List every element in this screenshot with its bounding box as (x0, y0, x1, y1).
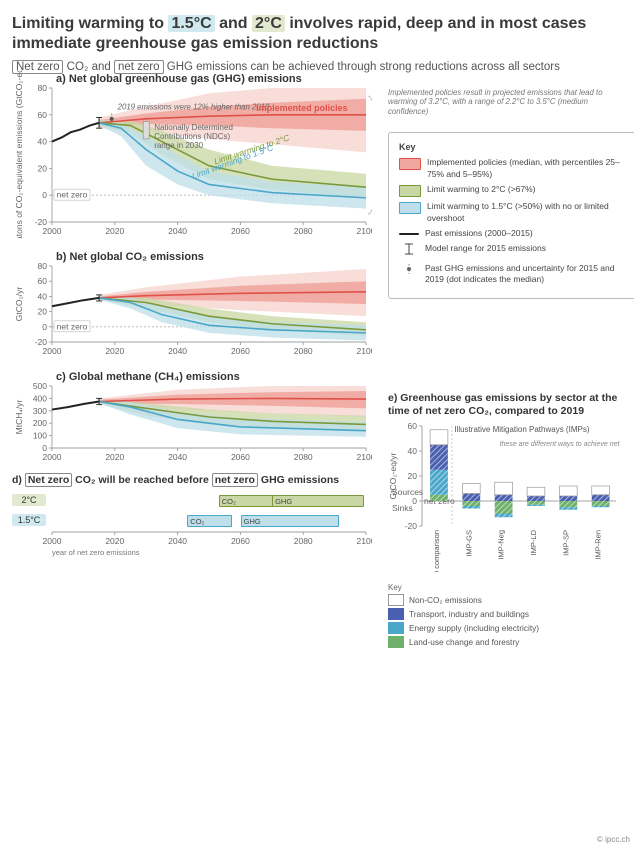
svg-text:2100: 2100 (357, 226, 372, 236)
svg-text:2020: 2020 (105, 452, 124, 462)
svg-text:40: 40 (408, 446, 418, 456)
charts-column: a) Net global greenhouse gas (GHG) emiss… (12, 70, 372, 567)
svg-text:2040: 2040 (168, 346, 187, 356)
svg-text:60: 60 (38, 110, 48, 120)
svg-text:300: 300 (33, 406, 47, 416)
svg-text:0: 0 (412, 496, 417, 506)
svg-text:2019 comparison: 2019 comparison (432, 530, 441, 572)
implemented-note: Implemented policies result in projected… (388, 88, 620, 116)
svg-text:2020: 2020 (105, 346, 124, 356)
credit: © ipcc.ch (597, 835, 630, 844)
svg-text:20: 20 (38, 307, 48, 317)
svg-text:60: 60 (38, 276, 48, 286)
chart-c-ch4: c) Global methane (CH₄) emissions MtCH₄/y… (12, 368, 372, 464)
chart-a-ghg: a) Net global greenhouse gas (GHG) emiss… (12, 70, 372, 238)
svg-text:0: 0 (42, 322, 47, 332)
svg-text:2040: 2040 (168, 536, 187, 546)
title-p1: Limiting warming to (12, 15, 164, 32)
panel-d-netzero-timing: d) Net zero CO₂ will be reached before n… (12, 474, 372, 557)
svg-text:b) Net global CO₂ emissions: b) Net global CO₂ emissions (56, 251, 204, 263)
svg-text:Sinks: Sinks (392, 503, 413, 513)
svg-text:IMP-SP: IMP-SP (561, 530, 570, 556)
svg-text:400: 400 (33, 393, 47, 403)
svg-text:200: 200 (33, 418, 47, 428)
panel-e-key: KeyNon-CO₂ emissionsTransport, industry … (388, 583, 620, 648)
title-hl-15: 1.5°C (168, 15, 214, 32)
svg-text:Implemented policies: Implemented policies (256, 103, 348, 113)
svg-text:2100: 2100 (357, 536, 372, 546)
svg-text:IMP-Ren: IMP-Ren (594, 530, 603, 560)
legend-header: Key (399, 141, 631, 153)
svg-text:500: 500 (33, 381, 47, 391)
svg-text:range in 2030: range in 2030 (154, 141, 203, 150)
svg-text:2100: 2100 (357, 452, 372, 462)
svg-text:IMP-LD: IMP-LD (529, 530, 538, 556)
svg-text:these are different ways to ac: these are different ways to achieve net-… (500, 441, 620, 448)
svg-text:2019 emissions were 12% higher: 2019 emissions were 12% higher than 2010 (117, 102, 270, 111)
svg-text:Sources: Sources (392, 487, 423, 497)
svg-text:2100: 2100 (357, 346, 372, 356)
svg-text:net zero: net zero (57, 190, 88, 200)
svg-text:Illustrative Mitigation Pathwa: Illustrative Mitigation Pathways (IMPs) (454, 425, 589, 434)
svg-text:2080: 2080 (294, 452, 313, 462)
svg-text:2040: 2040 (168, 452, 187, 462)
svg-text:2080: 2080 (294, 226, 313, 236)
chart-b-co2: b) Net global CO₂ emissionsGtCO₂/yr-2002… (12, 248, 372, 358)
svg-text:c) Global methane (CH₄) emissi: c) Global methane (CH₄) emissions (56, 371, 240, 383)
svg-text:2060: 2060 (231, 452, 250, 462)
svg-text:100: 100 (33, 431, 47, 441)
svg-text:MtCH₄/yr: MtCH₄/yr (14, 400, 24, 435)
svg-text:2020: 2020 (105, 536, 124, 546)
svg-text:2060: 2060 (231, 226, 250, 236)
svg-text:60: 60 (408, 422, 418, 431)
svg-text:Gigatons of CO₂-equivalent emi: Gigatons of CO₂-equivalent emissions (Gt… (14, 70, 24, 238)
svg-text:net zero: net zero (57, 321, 88, 331)
svg-text:0: 0 (42, 190, 47, 200)
svg-text:2000: 2000 (43, 452, 62, 462)
svg-text:Contributions (NDCs): Contributions (NDCs) (154, 132, 230, 141)
svg-text:IMP-GS: IMP-GS (464, 530, 473, 557)
svg-text:2000: 2000 (43, 226, 62, 236)
svg-text:Nationally Determined: Nationally Determined (154, 123, 233, 132)
panel-e-title: e) Greenhouse gas emissions by sector at… (388, 392, 620, 418)
svg-text:2000: 2000 (43, 346, 62, 356)
legend-key: Key Implemented policies (median, with p… (388, 132, 634, 299)
svg-text:GtCO₂/yr: GtCO₂/yr (14, 287, 24, 322)
panel-e-sectors: e) Greenhouse gas emissions by sector at… (388, 392, 620, 650)
svg-text:20: 20 (38, 163, 48, 173)
title-hl-20: 2°C (252, 15, 285, 32)
svg-text:20: 20 (408, 471, 418, 481)
svg-text:IMP-Neg: IMP-Neg (497, 530, 506, 560)
title-p2: and (219, 15, 247, 32)
page-title: Limiting warming to 1.5°C and 2°C involv… (12, 14, 622, 54)
svg-text:a) Net global greenhouse gas (: a) Net global greenhouse gas (GHG) emiss… (56, 73, 302, 85)
svg-text:80: 80 (38, 83, 48, 93)
svg-text:2060: 2060 (231, 536, 250, 546)
svg-text:2040: 2040 (168, 226, 187, 236)
svg-text:2000: 2000 (43, 536, 62, 546)
svg-text:-20: -20 (405, 521, 418, 531)
svg-text:2080: 2080 (294, 536, 313, 546)
svg-text:40: 40 (38, 291, 48, 301)
svg-text:2060: 2060 (231, 346, 250, 356)
svg-text:2080: 2080 (294, 346, 313, 356)
svg-text:2020: 2020 (105, 226, 124, 236)
svg-text:80: 80 (38, 261, 48, 271)
svg-text:40: 40 (38, 137, 48, 147)
